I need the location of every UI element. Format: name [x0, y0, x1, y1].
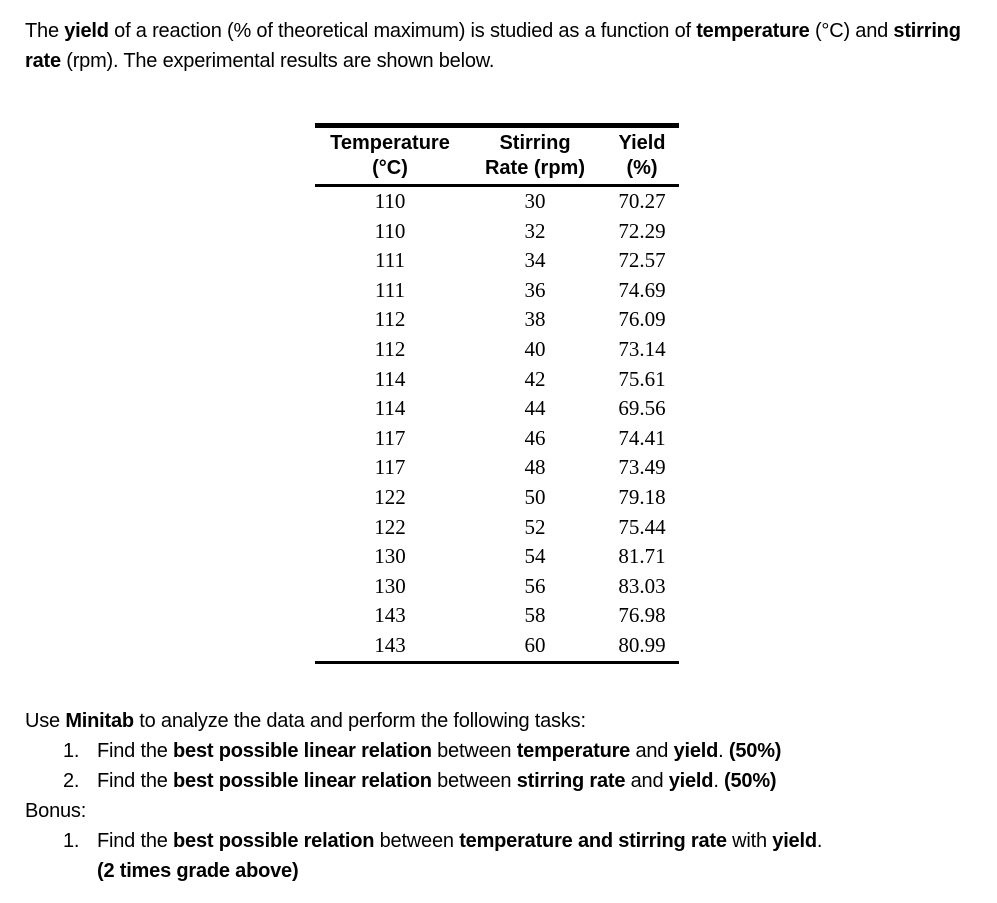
bonus-item-1: 1. Find the best possible relation betwe…: [63, 826, 985, 886]
table-row: 117 48 73.49: [315, 453, 679, 483]
table-cell: 40: [524, 336, 546, 361]
table-row: 110 30 70.27: [315, 186, 679, 217]
tasks-intro-line: Use Minitab to analyze the data and perf…: [25, 710, 586, 732]
results-table-body: 110 30 70.27 110 32 72.29 111 34 72.57 111 36 74.69…: [315, 186, 679, 663]
table-cell: 54: [524, 544, 546, 569]
table-cell: 111: [375, 277, 405, 302]
table-cell: 143: [374, 632, 406, 657]
table-cell: 70.27: [618, 189, 666, 213]
table-cell: 69.56: [618, 396, 666, 421]
column-header-line: Stirring: [499, 132, 571, 154]
results-table: Temperature (°C) Stirring Rate (rpm) Yie…: [315, 123, 679, 664]
bonus-item-line-2: (2 times grade above): [97, 860, 299, 882]
table-cell: 111: [375, 248, 405, 273]
bonus-item-text: Find the best possible relation between …: [97, 826, 985, 886]
table-cell: 110: [374, 218, 406, 243]
table-cell: 74.69: [618, 277, 666, 302]
table-row: 111 34 72.57: [315, 246, 679, 276]
column-header-line: Temperature: [330, 132, 450, 154]
column-header-yield: Yield (%): [605, 125, 679, 187]
table-cell: 117: [374, 425, 406, 450]
table-row: 130 54 81.71: [315, 542, 679, 572]
table-cell: 122: [374, 484, 406, 509]
table-cell: 36: [524, 277, 546, 302]
table-cell: 143: [374, 603, 406, 628]
column-header-line: (%): [626, 157, 658, 179]
table-row: 112 40 73.14: [315, 335, 679, 365]
table-cell: 60: [524, 632, 546, 657]
list-number: 1.: [63, 740, 80, 762]
table-cell: 48: [524, 455, 546, 480]
results-table-header: Temperature (°C) Stirring Rate (rpm) Yie…: [315, 125, 679, 187]
table-cell: 74.41: [618, 425, 666, 450]
table-cell: 34: [524, 248, 546, 273]
list-number: 1.: [63, 830, 80, 852]
table-cell: 32: [524, 218, 546, 243]
task-item-text: Find the best possible linear relation b…: [97, 770, 777, 792]
table-cell: 112: [374, 336, 406, 361]
column-header-temperature: Temperature (°C): [315, 125, 465, 187]
table-cell: 50: [524, 484, 546, 509]
column-header-line: Rate (rpm): [484, 157, 585, 179]
table-cell: 114: [374, 396, 406, 421]
task-item-2: 2. Find the best possible linear relatio…: [63, 766, 985, 796]
column-header-line: (°C): [372, 157, 408, 179]
table-cell: 112: [374, 307, 406, 332]
table-cell: 117: [374, 455, 406, 480]
table-cell: 73.49: [618, 455, 666, 480]
table-row: 117 46 74.41: [315, 424, 679, 454]
table-row: 130 56 83.03: [315, 572, 679, 602]
bonus-item-line-1: Find the best possible relation between …: [97, 830, 823, 852]
table-cell: 83.03: [618, 573, 666, 598]
table-cell: 72.57: [618, 248, 666, 273]
table-cell: 58: [524, 603, 546, 628]
task-item-text: Find the best possible linear relation b…: [97, 740, 782, 762]
table-row: 122 50 79.18: [315, 483, 679, 513]
tasks-section: Use Minitab to analyze the data and perf…: [25, 706, 985, 886]
table-cell: 114: [374, 366, 406, 391]
table-cell: 76.09: [618, 307, 666, 332]
table-cell: 75.61: [618, 366, 666, 391]
table-cell: 73.14: [618, 336, 666, 361]
table-cell: 130: [374, 573, 406, 598]
column-header-line: Yield: [618, 132, 666, 154]
table-cell: 72.29: [618, 218, 666, 243]
table-cell: 30: [524, 189, 546, 213]
column-header-stirring-rate: Stirring Rate (rpm): [465, 125, 605, 187]
table-row: 110 32 72.29: [315, 217, 679, 247]
table-cell: 44: [524, 396, 546, 421]
table-cell: 110: [374, 189, 406, 213]
table-cell: 122: [374, 514, 406, 539]
table-cell: 38: [524, 307, 546, 332]
bonus-label: Bonus:: [25, 800, 87, 822]
list-number: 2.: [63, 770, 80, 792]
table-row: 112 38 76.09: [315, 305, 679, 335]
table-cell: 52: [524, 514, 546, 539]
table-cell: 79.18: [618, 484, 666, 509]
task-item-1: 1. Find the best possible linear relatio…: [63, 736, 985, 766]
table-row: 143 58 76.98: [315, 601, 679, 631]
table-cell: 81.71: [618, 544, 666, 569]
table-cell: 75.44: [618, 514, 666, 539]
table-cell: 130: [374, 544, 406, 569]
table-cell: 42: [524, 366, 546, 391]
table-row: 122 52 75.44: [315, 513, 679, 543]
intro-paragraph: The yield of a reaction (% of theoretica…: [25, 20, 961, 72]
table-cell: 46: [524, 425, 546, 450]
table-cell: 56: [524, 573, 546, 598]
table-cell: 76.98: [618, 603, 666, 628]
table-row: 111 36 74.69: [315, 276, 679, 306]
header-row: Temperature (°C) Stirring Rate (rpm) Yie…: [315, 125, 679, 187]
table-row: 114 42 75.61: [315, 365, 679, 395]
table-row: 143 60 80.99: [315, 631, 679, 662]
table-row: 114 44 69.56: [315, 394, 679, 424]
table-cell: 80.99: [618, 632, 666, 657]
